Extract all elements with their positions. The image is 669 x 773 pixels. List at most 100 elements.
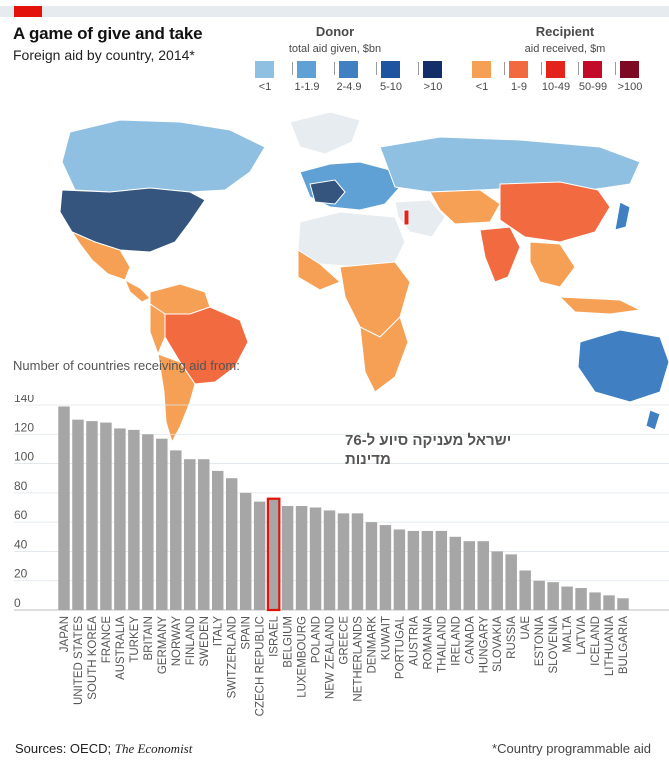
x-tick-label-britain: BRITAIN — [143, 616, 155, 661]
land-andes — [149, 303, 166, 356]
land-greenland — [289, 111, 361, 155]
bar-latvia — [575, 588, 587, 610]
legend-donor-swatch-4 — [423, 61, 442, 78]
x-tick-label-netherlands: NETHERLANDS — [352, 616, 364, 702]
bar-chart: 0 20 40 60 80 100 120 140 JAPAN UNITED STATES SOUT… — [0, 391, 669, 725]
x-tick-label-kuwait: KUWAIT — [380, 616, 392, 660]
bar-russia — [505, 554, 517, 610]
bar-estonia — [533, 580, 545, 610]
x-tick-label-canada: CANADA — [464, 616, 476, 664]
source-note: Sources: OECD; The Economist — [15, 741, 192, 757]
x-tick-label-czech-republic: CZECH REPUBLIC — [255, 616, 267, 716]
land-canada — [61, 119, 266, 193]
x-tick-label-germany: GERMANY — [157, 616, 169, 674]
legend-recipient-label-4: >100 — [617, 81, 643, 93]
top-rule — [0, 6, 669, 17]
land-china — [499, 181, 611, 243]
bar-denmark — [365, 522, 378, 610]
legend-recipient-swatch-3 — [583, 61, 602, 78]
legend-donor-title: Donor — [315, 24, 355, 39]
land-southern-cone — [157, 353, 196, 444]
chart-title: A game of give and take — [13, 24, 203, 43]
x-tick-label-bulgaria: BULGARIA — [618, 616, 630, 674]
land-india — [479, 226, 521, 283]
bar-canada — [463, 541, 476, 610]
legend-recipient-title: Recipient — [535, 24, 595, 39]
x-tick-label-belgium: BELGIUM — [283, 616, 295, 668]
land-indonesia — [558, 296, 642, 315]
land-central-america — [124, 278, 151, 303]
land-africa-south — [359, 316, 409, 393]
bar-austria — [407, 530, 420, 610]
y-tick-label-40: 40 — [14, 537, 28, 551]
bar-romania — [421, 530, 434, 610]
x-tick-label-switzerland: SWITZERLAND — [227, 616, 239, 698]
world-map-svg — [59, 111, 669, 444]
bar-chart-svg: 0 20 40 60 80 100 120 140 JAPAN UNITED STATES SOUT… — [14, 391, 669, 716]
land-new-zealand — [645, 409, 661, 431]
bar-slovakia — [491, 551, 503, 610]
x-tick-label-hungary: HUNGARY — [478, 616, 490, 674]
y-tick-label-0: 0 — [14, 596, 21, 610]
bar-britain — [142, 434, 154, 610]
x-tick-label-united-states: UNITED STATES — [73, 616, 85, 705]
legend-recipient-subtitle: aid received, $m — [524, 43, 606, 55]
source-publication: The Economist — [114, 741, 193, 756]
land-middle-east — [394, 199, 446, 238]
legend-recipient-label-0: <1 — [475, 81, 489, 93]
x-tick-label-lithuania: LITHUANIA — [604, 616, 616, 676]
legend-donor-label-2: 2-4.9 — [336, 81, 362, 93]
bar-uae — [519, 570, 531, 610]
bar-sweden — [198, 459, 210, 610]
x-tick-label-new-zealand: NEW ZEALAND — [325, 616, 337, 699]
legend-recipient-label-3: 50-99 — [578, 81, 608, 93]
x-tick-label-iceland: ICELAND — [590, 616, 602, 666]
legend-donor-swatch-3 — [381, 61, 400, 78]
y-tick-label-20: 20 — [14, 567, 28, 581]
world-map — [0, 92, 669, 444]
bar-turkey — [128, 429, 140, 610]
bar-hungary — [477, 541, 489, 610]
bar-bulgaria — [617, 598, 629, 610]
bar-portugal — [393, 529, 406, 610]
legend-donor-label-0: <1 — [258, 81, 272, 93]
bar-france — [100, 422, 112, 610]
bar-spain — [239, 492, 252, 610]
legend-recipient-label-1: 1-9 — [511, 81, 527, 93]
x-tick-label-france: FRANCE — [101, 616, 113, 664]
bar-czech-republic — [253, 501, 266, 610]
x-tick-label-estonia: ESTONIA — [534, 616, 546, 667]
bar-slovenia — [547, 582, 559, 610]
x-tick-label-russia: RUSSIA — [506, 616, 518, 659]
legend-donor-label-4: >10 — [423, 81, 443, 93]
x-tick-label-malta: MALTA — [562, 616, 574, 653]
bar-united-states — [72, 419, 84, 610]
x-tick-label-japan: JAPAN — [59, 616, 71, 652]
legend-donor-swatch-1 — [297, 61, 316, 78]
legend-recipient-swatch-1 — [509, 61, 528, 78]
bar-malta — [561, 586, 573, 610]
legend-donor-tick-3 — [376, 62, 377, 75]
x-tick-label-sweden: SWEDEN — [199, 616, 211, 666]
y-tick-label-120: 120 — [14, 420, 34, 434]
land-central-asia — [429, 189, 501, 225]
bar-australia — [114, 428, 126, 610]
legend-donor-label-3: 5-10 — [379, 81, 403, 93]
legend-donor-swatch-0 — [255, 61, 274, 78]
legend-recipient-tick-3 — [578, 62, 579, 75]
x-tick-label-poland: POLAND — [311, 616, 323, 663]
x-tick-label-finland: FINLAND — [185, 616, 197, 665]
bar-thailand — [435, 530, 448, 610]
bar-israel — [266, 497, 281, 612]
bar-new-zealand — [323, 510, 336, 610]
x-tick-label-luxembourg: LUXEMBOURG — [297, 616, 309, 698]
legend-donor-swatch-2 — [339, 61, 358, 78]
x-tick-label-thailand: THAILAND — [436, 616, 448, 673]
bar-south-korea — [86, 421, 98, 610]
x-tick-label-romania: ROMANIA — [422, 616, 434, 670]
legend-donor-label-1: 1-1.9 — [294, 81, 320, 93]
legend-recipient-tick-2 — [541, 62, 542, 75]
land-israel — [403, 209, 410, 226]
x-tick-label-slovakia: SLOVAKIA — [492, 616, 504, 672]
x-tick-label-norway: NORWAY — [171, 616, 183, 667]
